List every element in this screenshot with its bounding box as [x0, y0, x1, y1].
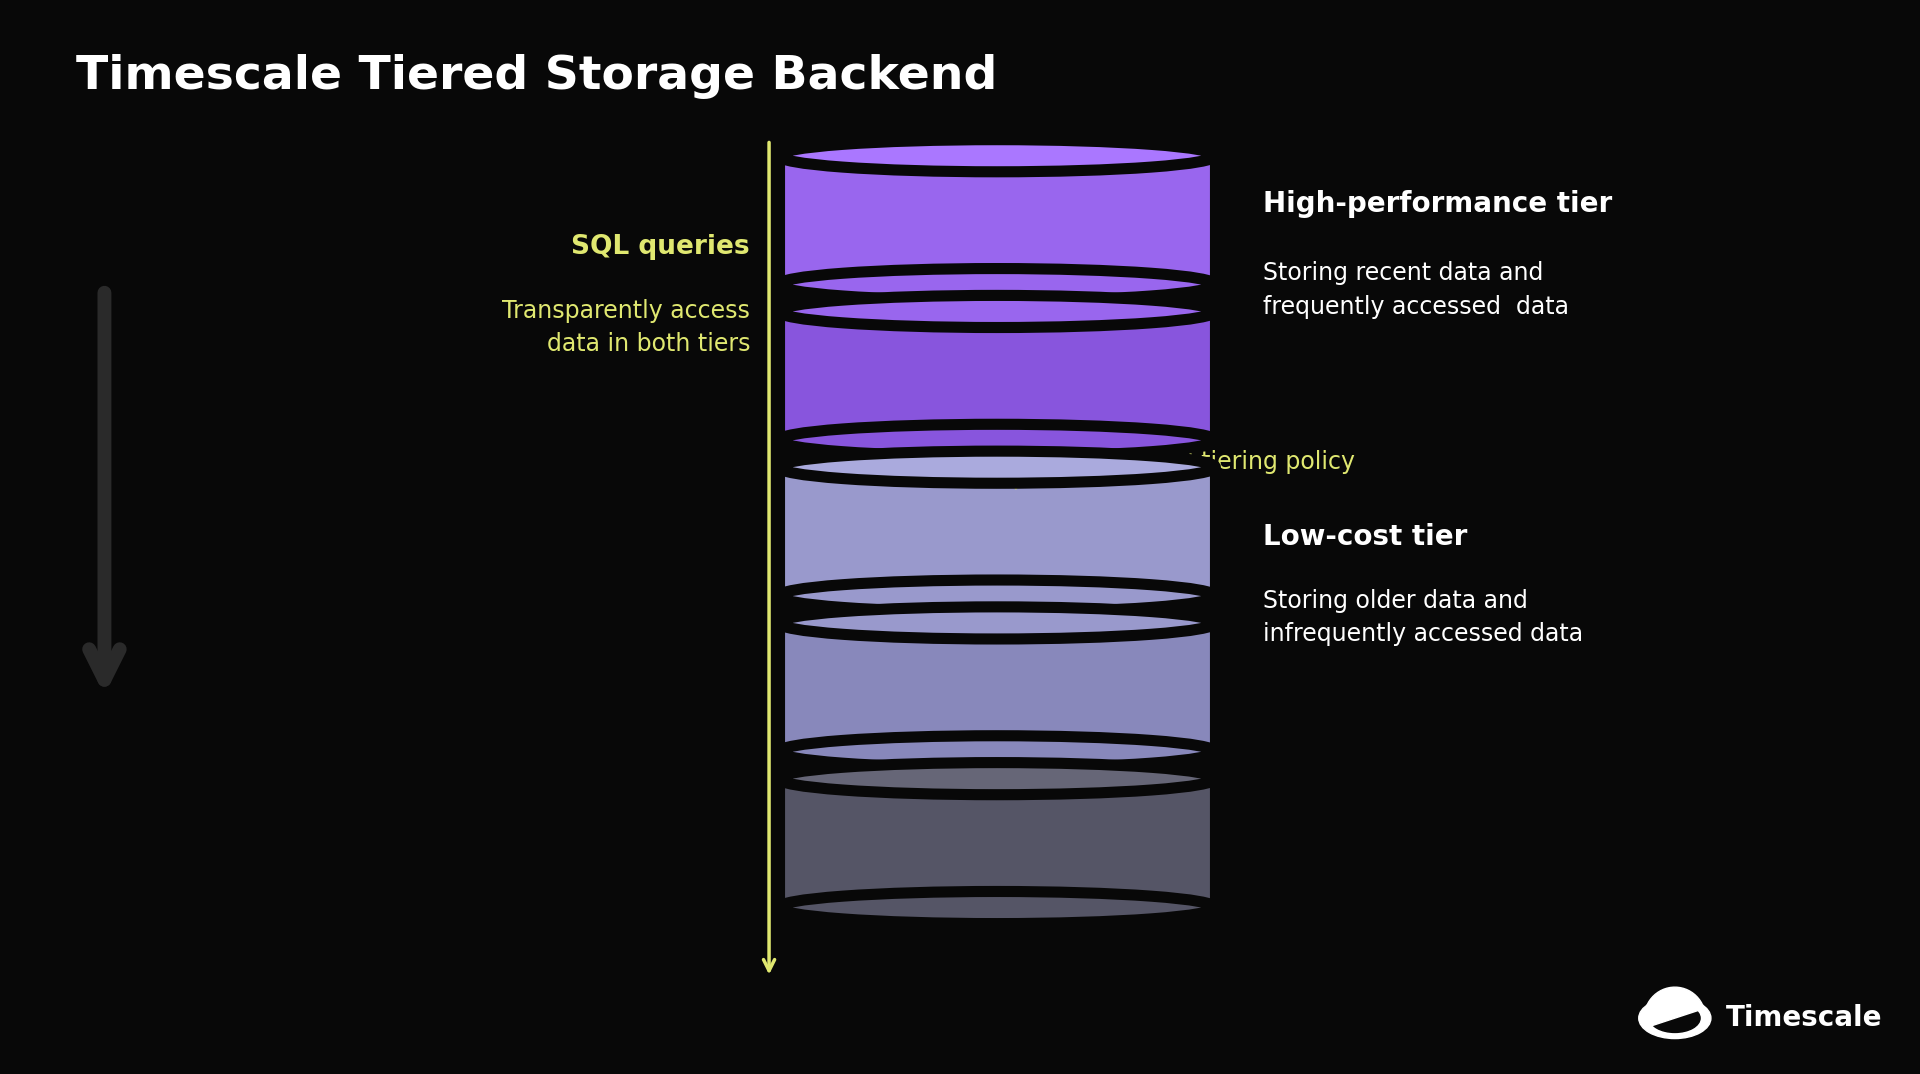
Polygon shape	[778, 311, 1215, 440]
Ellipse shape	[778, 140, 1215, 172]
Ellipse shape	[778, 607, 1215, 639]
Ellipse shape	[778, 736, 1215, 768]
Polygon shape	[778, 779, 1215, 908]
Ellipse shape	[778, 580, 1215, 612]
Polygon shape	[1644, 987, 1705, 1028]
Text: Storing recent data and
frequently accessed  data: Storing recent data and frequently acces…	[1263, 261, 1569, 319]
Text: User-defined tiering policy: User-defined tiering policy	[1044, 450, 1356, 474]
Text: Low-cost tier: Low-cost tier	[1263, 523, 1467, 551]
Text: Transparently access
data in both tiers: Transparently access data in both tiers	[503, 299, 751, 357]
Text: High-performance tier: High-performance tier	[1263, 190, 1613, 218]
Text: Timescale: Timescale	[1726, 1004, 1884, 1032]
Ellipse shape	[778, 451, 1215, 483]
Circle shape	[1649, 1004, 1699, 1032]
Text: Storing older data and
infrequently accessed data: Storing older data and infrequently acce…	[1263, 589, 1582, 647]
Polygon shape	[778, 623, 1215, 752]
Ellipse shape	[778, 763, 1215, 795]
Text: SQL queries: SQL queries	[572, 234, 751, 260]
Ellipse shape	[778, 424, 1215, 456]
Polygon shape	[778, 156, 1215, 285]
Polygon shape	[778, 467, 1215, 596]
Text: Timescale Tiered Storage Backend: Timescale Tiered Storage Backend	[77, 54, 996, 99]
Ellipse shape	[778, 891, 1215, 924]
Circle shape	[1640, 998, 1711, 1039]
Ellipse shape	[778, 268, 1215, 301]
Ellipse shape	[778, 295, 1215, 328]
